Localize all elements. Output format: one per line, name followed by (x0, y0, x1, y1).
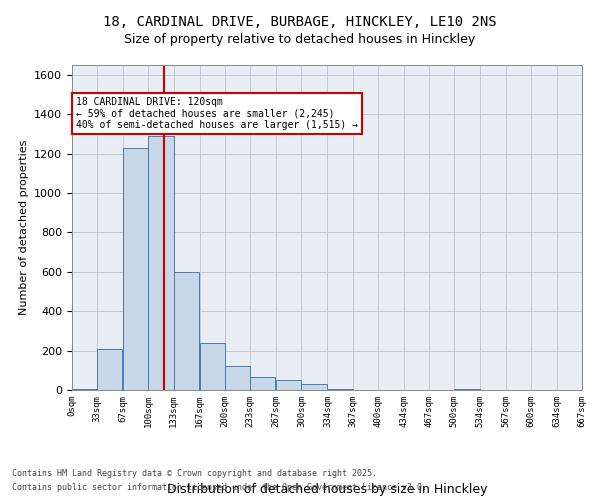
Text: 18 CARDINAL DRIVE: 120sqm
← 59% of detached houses are smaller (2,245)
40% of se: 18 CARDINAL DRIVE: 120sqm ← 59% of detac… (76, 96, 358, 130)
Text: Contains HM Land Registry data © Crown copyright and database right 2025.: Contains HM Land Registry data © Crown c… (12, 468, 377, 477)
Bar (225, 366, 250, 390)
Bar (276, 380, 301, 390)
Y-axis label: Number of detached properties: Number of detached properties (19, 140, 29, 315)
Text: Size of property relative to detached houses in Hinckley: Size of property relative to detached ho… (124, 32, 476, 46)
Bar (148, 136, 173, 390)
Bar (123, 148, 148, 390)
Bar (250, 377, 275, 390)
Bar (200, 342, 225, 390)
Bar (173, 272, 199, 390)
Bar (301, 384, 326, 390)
Bar (72, 389, 97, 390)
Bar (454, 389, 479, 390)
Bar (328, 389, 353, 390)
X-axis label: Distribution of detached houses by size in Hinckley: Distribution of detached houses by size … (167, 482, 487, 496)
Text: Contains public sector information licensed under the Open Government Licence v3: Contains public sector information licen… (12, 484, 427, 492)
Text: 18, CARDINAL DRIVE, BURBAGE, HINCKLEY, LE10 2NS: 18, CARDINAL DRIVE, BURBAGE, HINCKLEY, L… (103, 15, 497, 29)
Bar (97, 348, 122, 390)
